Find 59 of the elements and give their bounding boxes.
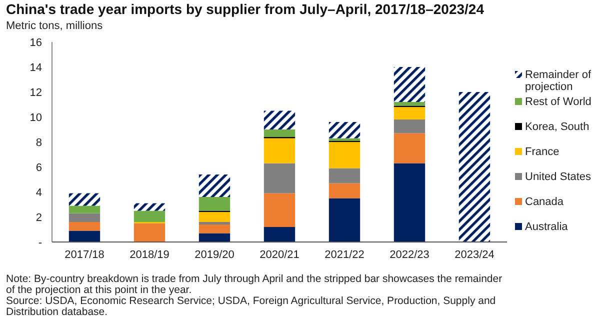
bar: [328, 138, 360, 141]
bar: [328, 142, 360, 168]
legend-label: Australia: [525, 221, 569, 233]
x-tick-label: 2022/23: [390, 249, 430, 261]
x-tick-label: 2017/18: [64, 249, 104, 261]
bar: [394, 107, 426, 120]
bar: [264, 110, 296, 130]
legend-label: Remainder of projection: [525, 69, 592, 93]
bar: [394, 133, 426, 164]
bar: [264, 163, 296, 194]
y-tick-label: 14: [30, 62, 42, 74]
bar: [328, 183, 360, 198]
y-tick-label: 2: [36, 212, 42, 224]
bar: [68, 193, 100, 206]
bar: [134, 203, 166, 211]
bar: [328, 198, 360, 242]
bar: [264, 227, 296, 242]
bar: [198, 174, 230, 197]
bar: [394, 120, 426, 134]
x-tick-label: 2018/19: [130, 249, 170, 261]
x-tick-label: 2020/21: [260, 249, 300, 261]
legend-label: United States: [525, 171, 592, 183]
y-tick-label: 10: [30, 112, 42, 124]
bar: [198, 224, 230, 234]
y-axis-title: Metric tons, millions: [6, 20, 104, 32]
text: Note: By-country breakdown is trade from July through April and the stripped bar showcases the remainder of the projection at this point in the year.: [6, 273, 503, 296]
bar: [134, 223, 166, 242]
bar: [394, 102, 426, 106]
y-tick-label: 8: [36, 136, 42, 149]
y-tick-label: 12: [30, 86, 42, 99]
legend-label: Korea, South: [525, 121, 590, 133]
x-tick-label: 2019/20: [194, 249, 234, 261]
bar: [68, 213, 100, 222]
bar: [394, 67, 426, 102]
bar: [68, 206, 100, 214]
x-tick-label: 2021/22: [324, 249, 364, 261]
bar: [328, 168, 360, 184]
bar: [134, 210, 166, 222]
bar: [264, 138, 296, 164]
y-tick-label: 16: [30, 36, 42, 49]
bar: [264, 130, 296, 137]
bar: [328, 122, 360, 138]
x-tick-label: 2023/24: [454, 249, 494, 261]
chart-title: China's trade year imports by supplier from July–April, 2017/18–2023/24: [6, 1, 484, 17]
legend-label: Canada: [525, 196, 564, 208]
bar: [68, 230, 100, 242]
legend-label: France: [525, 146, 560, 158]
bar: [198, 212, 230, 222]
legend-label: Rest of World: [525, 96, 592, 108]
y-tick-label: 4: [36, 186, 42, 199]
bar: [68, 222, 100, 231]
bar: [264, 193, 296, 227]
bar: [458, 92, 490, 242]
y-tick-label: 6: [36, 162, 42, 174]
bar: [394, 163, 426, 242]
bar: [198, 233, 230, 242]
y-tick-label: -: [38, 236, 42, 249]
bar: [198, 197, 230, 211]
source-note: Source: USDA, Economic Research Service; USDA, Foreign Agricultural Service, Production, Supply and Distribution database.: [6, 295, 496, 318]
